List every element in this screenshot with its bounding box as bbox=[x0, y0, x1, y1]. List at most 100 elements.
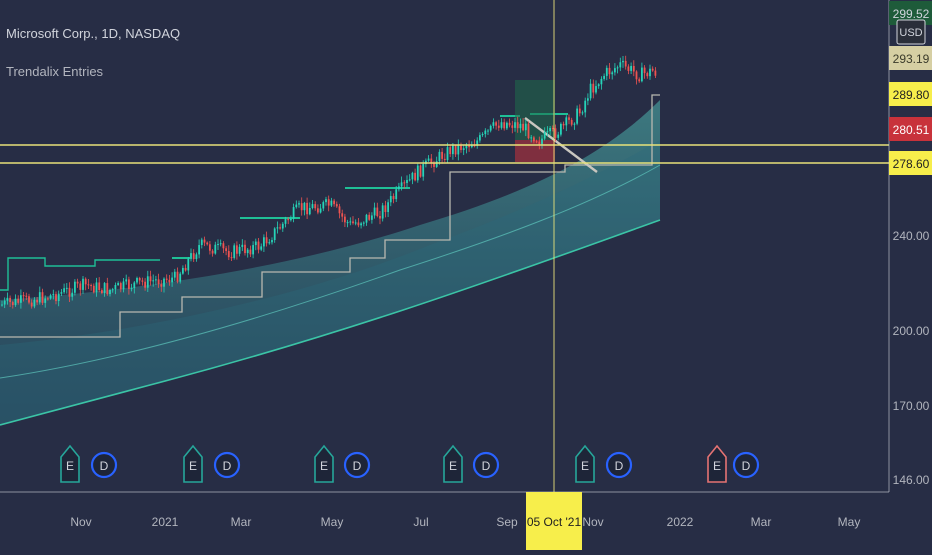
candle-body-148 bbox=[400, 182, 403, 187]
candle-body-234 bbox=[632, 65, 635, 72]
ribbon-layer bbox=[0, 100, 661, 426]
event-letter: D bbox=[100, 459, 109, 473]
candle-body-69 bbox=[187, 258, 190, 271]
candle-body-213 bbox=[576, 108, 578, 124]
candle-body-61 bbox=[165, 278, 168, 280]
earnings-event-6: E bbox=[443, 444, 463, 483]
candle-body-23 bbox=[63, 288, 65, 293]
candle-body-229 bbox=[619, 62, 622, 68]
candle-body-102 bbox=[276, 227, 279, 229]
candle-body-31 bbox=[84, 278, 87, 285]
dividend-event-1: D bbox=[90, 451, 118, 479]
candle-body-87 bbox=[236, 245, 238, 254]
candle-body-93 bbox=[252, 245, 254, 255]
candle-body-6 bbox=[17, 298, 20, 303]
candle-body-35 bbox=[95, 282, 98, 293]
candle-body-192 bbox=[519, 123, 522, 129]
candle-body-236 bbox=[638, 79, 641, 82]
candle-body-78 bbox=[211, 250, 214, 254]
candle-body-100 bbox=[271, 240, 273, 243]
price-tick-1: 200.00 bbox=[893, 324, 930, 338]
candle-body-131 bbox=[354, 222, 357, 224]
time-label-4: Jul bbox=[413, 515, 428, 529]
candle-body-25 bbox=[68, 287, 71, 297]
candle-body-47 bbox=[128, 279, 130, 290]
candle-body-173 bbox=[468, 145, 470, 148]
candle-body-219 bbox=[592, 83, 595, 93]
candle-body-204 bbox=[551, 127, 554, 129]
candle-body-209 bbox=[565, 117, 568, 126]
symbol-title[interactable]: Microsoft Corp., 1D, NASDAQ bbox=[6, 26, 181, 41]
candle-body-135 bbox=[365, 214, 368, 223]
candle-body-160 bbox=[433, 163, 435, 167]
candle-body-30 bbox=[82, 278, 84, 290]
currency-box bbox=[896, 19, 926, 45]
candle-body-26 bbox=[71, 292, 74, 297]
candle-body-210 bbox=[568, 117, 570, 120]
candle-body-185 bbox=[500, 122, 503, 128]
candle-body-103 bbox=[279, 227, 281, 229]
candle-body-115 bbox=[311, 204, 314, 209]
candle-body-129 bbox=[349, 221, 352, 223]
candle-body-193 bbox=[522, 123, 524, 131]
candle-body-14 bbox=[38, 292, 41, 303]
currency-text: USD bbox=[899, 27, 922, 39]
candle-body-134 bbox=[362, 222, 365, 224]
candle-body-53 bbox=[144, 281, 146, 288]
candle-body-208 bbox=[562, 123, 565, 126]
time-label-0: Nov bbox=[70, 515, 91, 529]
candle-body-233 bbox=[630, 65, 632, 71]
dividend-event-9: D bbox=[605, 451, 633, 479]
candle-body-15 bbox=[41, 292, 44, 303]
dividend-event-5: D bbox=[343, 451, 371, 479]
earnings-event-8: E bbox=[575, 444, 595, 483]
candle-body-43 bbox=[117, 283, 119, 285]
candle-body-110 bbox=[298, 203, 300, 205]
candle-body-152 bbox=[411, 172, 414, 180]
dividend-icon bbox=[732, 451, 760, 479]
candle-body-77 bbox=[209, 244, 211, 251]
candle-body-74 bbox=[200, 239, 203, 246]
candle-body-79 bbox=[214, 244, 217, 254]
time-label-1: 2021 bbox=[152, 515, 179, 529]
candle-body-46 bbox=[125, 279, 128, 282]
candle-body-159 bbox=[430, 158, 433, 164]
candle-body-75 bbox=[203, 239, 206, 243]
candle-body-11 bbox=[30, 302, 33, 307]
candle-body-139 bbox=[376, 207, 379, 216]
candle-body-73 bbox=[198, 245, 200, 255]
candle-body-194 bbox=[524, 123, 527, 131]
candle-body-133 bbox=[360, 223, 362, 226]
levels-layer bbox=[0, 144, 889, 164]
candle-body-124 bbox=[335, 204, 338, 207]
candle-body-150 bbox=[406, 180, 408, 183]
price-badge-label: 293.19 bbox=[893, 52, 930, 66]
candle-body-44 bbox=[119, 283, 122, 290]
candle-body-230 bbox=[622, 60, 624, 63]
earnings-icon bbox=[575, 444, 595, 483]
earnings-icon bbox=[707, 444, 727, 483]
dividend-event-11: D bbox=[732, 451, 760, 479]
candle-body-158 bbox=[427, 158, 430, 161]
dividend-icon bbox=[90, 451, 118, 479]
candle-body-4 bbox=[11, 302, 14, 306]
event-letter: E bbox=[449, 459, 457, 473]
event-letter: D bbox=[353, 459, 362, 473]
candle-body-198 bbox=[535, 141, 538, 143]
candle-body-171 bbox=[462, 148, 465, 150]
dividend-event-7: D bbox=[472, 451, 500, 479]
candle-body-220 bbox=[595, 86, 597, 93]
candle-body-237 bbox=[641, 67, 643, 82]
candle-body-218 bbox=[589, 83, 592, 99]
candle-body-242 bbox=[654, 70, 657, 76]
price-badge-label: 299.52 bbox=[893, 7, 930, 21]
candle-body-227 bbox=[614, 68, 616, 73]
candle-body-64 bbox=[173, 271, 176, 278]
earnings-icon bbox=[314, 444, 334, 483]
indicator-name[interactable]: Trendalix Entries bbox=[6, 64, 104, 79]
support-step-line bbox=[0, 94, 660, 338]
candle-body-56 bbox=[152, 280, 155, 282]
candle-body-119 bbox=[322, 202, 325, 209]
price-badge-2: 289.80 bbox=[889, 82, 932, 106]
